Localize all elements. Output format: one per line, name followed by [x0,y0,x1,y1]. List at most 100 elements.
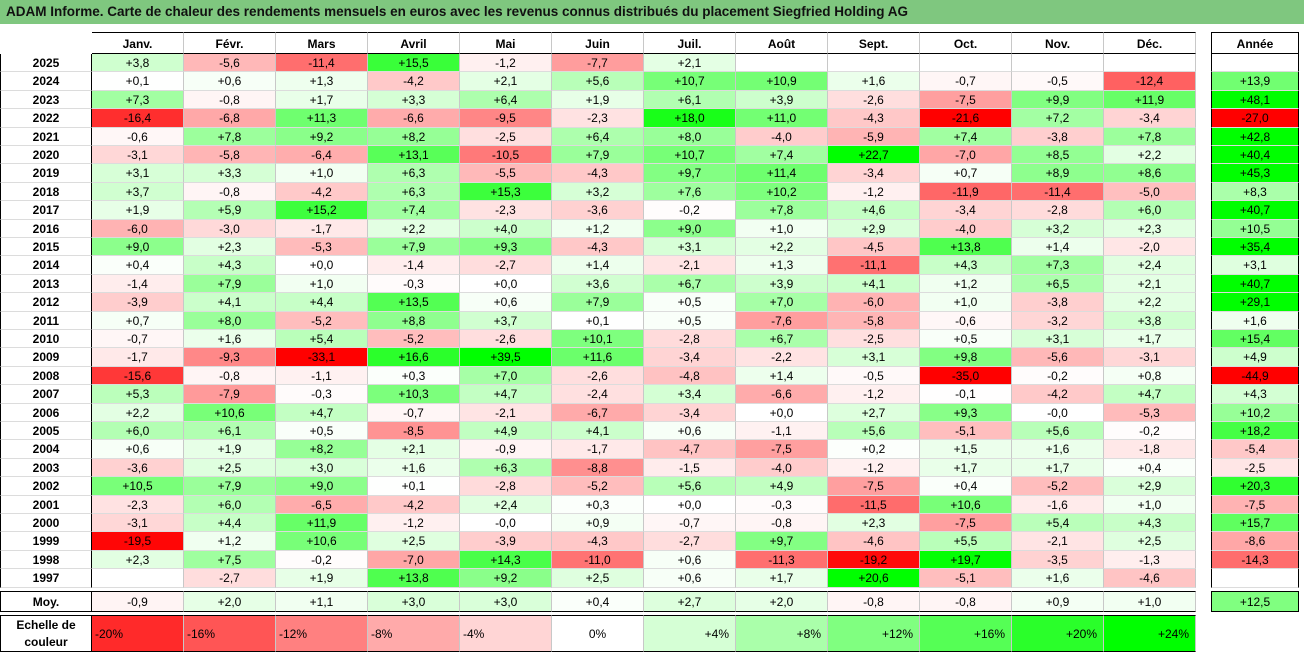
year-label: 2013 [0,274,92,294]
annual-return-cell: +40,7 [1211,201,1299,220]
heatmap-cell: -1,4 [368,256,460,275]
annual-return-cell: -2,5 [1211,458,1299,478]
year-label: 2002 [0,477,92,496]
annual-return-cell: +42,8 [1211,127,1299,146]
heatmap-cell: +22,7 [828,146,920,165]
heatmap-cell: -3,9 [92,293,184,312]
heatmap-cell: +3,9 [736,274,828,294]
heatmap-cell [92,569,184,588]
heatmap-cell: -6,6 [368,109,460,128]
heatmap-cell: -2,8 [1012,201,1104,220]
heatmap-cell: +10,6 [184,403,276,422]
color-scale-step: +12% [828,615,920,652]
year-column-header: Année [1211,32,1299,54]
heatmap-cell: +0,9 [552,514,644,533]
annual-return-cell: +8,3 [1211,182,1299,202]
heatmap-cell: +2,4 [460,495,552,514]
heatmap-cell: +1,6 [368,458,460,478]
heatmap-cell: -4,2 [368,495,460,514]
heatmap-cell: +7,8 [1104,127,1196,146]
heatmap-cell: +1,0 [276,164,368,183]
average-cell: +1,1 [276,590,368,612]
heatmap-cell: +13,8 [368,569,460,588]
heatmap-cell: +1,6 [828,72,920,91]
heatmap-cell: -3,1 [92,146,184,165]
heatmap-cell: +0,0 [460,274,552,294]
heatmap-cell: +10,7 [644,72,736,91]
year-label: 2024 [0,72,92,91]
heatmap-cell: +2,5 [1104,532,1196,551]
heatmap-cell: +6,1 [644,90,736,110]
heatmap-cell [1012,54,1104,73]
heatmap-cell: -16,4 [92,109,184,128]
heatmap-cell: +2,1 [460,72,552,91]
average-cell: +3,0 [460,590,552,612]
heatmap-cell: +10,6 [276,532,368,551]
heatmap-cell: +1,2 [552,219,644,238]
heatmap-cell: -2,6 [552,366,644,386]
average-cell: +2,0 [736,590,828,612]
heatmap-cell: +3,7 [460,311,552,330]
month-header: Mai [460,32,552,54]
heatmap-cell: +9,0 [644,219,736,238]
year-label: 2017 [0,201,92,220]
heatmap-cell: -6,4 [276,146,368,165]
heatmap-cell: +9,7 [736,532,828,551]
heatmap-cell: +6,1 [184,422,276,441]
month-header: Sept. [828,32,920,54]
heatmap-cell: +3,2 [1012,219,1104,238]
heatmap-cell: +1,3 [736,256,828,275]
heatmap-cell: +0,7 [920,164,1012,183]
heatmap-cell: -2,0 [1104,238,1196,257]
color-scale-step: +20% [1012,615,1104,652]
heatmap-cell: +3,6 [552,274,644,294]
heatmap-cell: -0,5 [1012,72,1104,91]
heatmap-cell: -6,5 [276,495,368,514]
heatmap-cell: -4,3 [828,109,920,128]
heatmap-cell: +1,3 [276,72,368,91]
heatmap-cell: +0,5 [644,311,736,330]
heatmap-cell: +2,2 [1104,293,1196,312]
heatmap-cell: -0,7 [920,72,1012,91]
heatmap-cell: +7,9 [552,293,644,312]
month-header: Déc. [1104,32,1196,54]
heatmap-cell: +4,1 [828,274,920,294]
heatmap-cell: -8,5 [368,422,460,441]
month-header: Févr. [184,32,276,54]
heatmap-cell: -1,3 [1104,550,1196,570]
heatmap-cell: +3,1 [644,238,736,257]
annual-return-cell [1211,569,1299,588]
heatmap-cell: -0,8 [184,366,276,386]
heatmap-cell: -2,3 [460,201,552,220]
heatmap-cell: -3,4 [644,348,736,367]
heatmap-cell: +20,6 [828,569,920,588]
year-label: 2003 [0,458,92,478]
heatmap-cell: +1,4 [552,256,644,275]
heatmap-cell: +1,9 [276,569,368,588]
heatmap-cell: +2,9 [828,219,920,238]
color-scale-step: 0% [552,615,644,652]
heatmap-cell: +3,0 [276,458,368,478]
heatmap-cell: +0,8 [1104,366,1196,386]
annual-return-cell: -7,5 [1211,495,1299,514]
heatmap-cell: +9,0 [276,477,368,496]
heatmap-cell: +2,3 [184,238,276,257]
heatmap-cell: -8,8 [552,458,644,478]
annual-return-cell: +15,7 [1211,514,1299,533]
average-label: Moy. [0,590,92,612]
heatmap-cell: +7,3 [1012,256,1104,275]
heatmap-cell: -0,6 [92,127,184,146]
heatmap-cell: -0,5 [828,366,920,386]
heatmap-cell: -33,1 [276,348,368,367]
heatmap-cell: +2,3 [828,514,920,533]
heatmap-cell: -1,7 [552,440,644,459]
heatmap-cell: -1,2 [828,182,920,202]
heatmap-cell: +2,5 [552,569,644,588]
heatmap-cell: +5,6 [828,422,920,441]
heatmap-cell: +11,4 [736,164,828,183]
heatmap-cell: -3,8 [1012,293,1104,312]
heatmap-cell: +4,7 [460,385,552,404]
heatmap-cell: -15,6 [92,366,184,386]
annual-return-cell: +40,7 [1211,274,1299,294]
heatmap-cell: +10,1 [552,330,644,349]
